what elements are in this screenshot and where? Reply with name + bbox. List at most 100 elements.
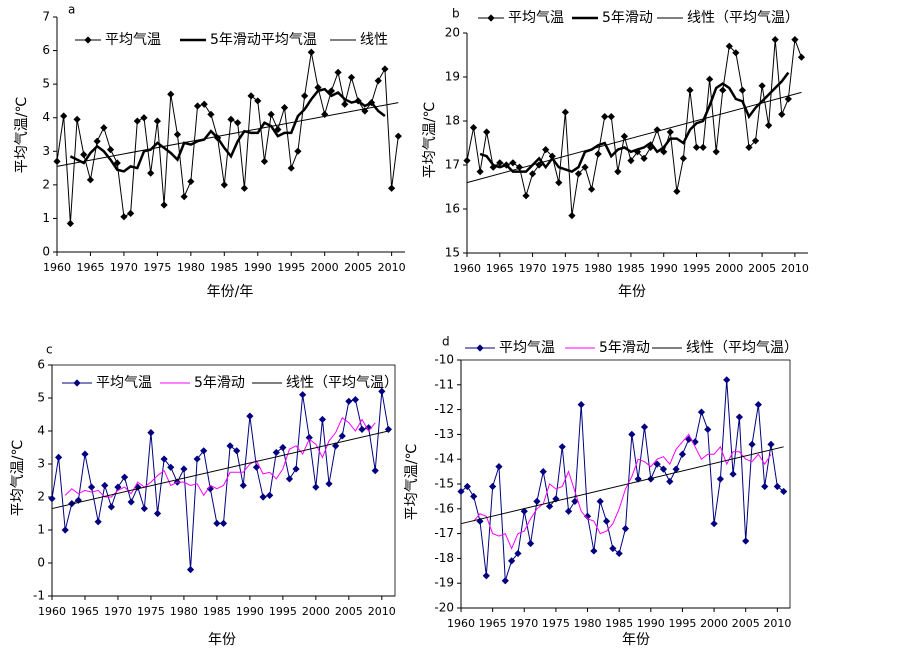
data-point xyxy=(748,440,756,448)
data-point xyxy=(558,443,566,451)
data-point xyxy=(483,128,491,136)
data-point xyxy=(259,493,267,501)
data-point xyxy=(294,147,302,155)
legend-label: 平均气温 xyxy=(499,340,555,356)
data-point xyxy=(725,42,733,50)
data-point xyxy=(219,519,228,527)
y-tick-label: 5 xyxy=(42,77,50,91)
data-point xyxy=(279,443,287,452)
data-point xyxy=(561,108,569,116)
data-point xyxy=(758,82,766,90)
x-tick-label: 2010 xyxy=(378,261,406,274)
x-tick-label: 2010 xyxy=(781,262,809,275)
x-tick-label: 1995 xyxy=(668,617,696,630)
data-point xyxy=(514,549,522,558)
data-point xyxy=(666,128,674,136)
data-point xyxy=(571,497,579,505)
data-point xyxy=(247,92,255,100)
data-point xyxy=(193,102,202,110)
series-line xyxy=(69,87,386,173)
data-point xyxy=(120,473,129,481)
data-point xyxy=(699,143,707,151)
x-tick-label: 1970 xyxy=(104,605,132,618)
data-point xyxy=(697,408,706,416)
data-point xyxy=(528,170,537,178)
y-tick-label: 1 xyxy=(37,523,45,537)
data-point xyxy=(673,187,681,195)
data-point xyxy=(778,110,786,118)
legend-label: 线性 xyxy=(360,32,388,48)
data-point xyxy=(254,97,262,105)
data-point xyxy=(723,376,731,384)
data-point xyxy=(470,492,478,500)
series-line xyxy=(460,379,784,581)
x-tick-label: 2005 xyxy=(344,261,372,274)
data-point xyxy=(292,465,300,473)
data-point xyxy=(545,502,554,510)
x-tick-label: 1985 xyxy=(617,262,645,275)
x-tick-label: 1970 xyxy=(510,617,538,630)
data-point xyxy=(361,107,369,115)
data-point xyxy=(81,450,89,458)
data-point xyxy=(659,465,668,473)
data-point xyxy=(200,100,208,108)
series-line xyxy=(479,71,790,173)
legend-label: 平均气温 xyxy=(508,10,564,26)
data-point xyxy=(767,440,775,448)
data-point xyxy=(457,487,465,496)
data-point xyxy=(94,518,102,526)
y-tick-label: 6 xyxy=(37,358,45,372)
data-point xyxy=(647,475,655,483)
legend-label: 5年滑动平均气温 xyxy=(210,31,317,48)
legend-marker xyxy=(73,379,81,387)
x-tick-label: 2010 xyxy=(763,617,791,630)
y-axis-label: 平均气温/℃ xyxy=(404,444,420,520)
data-point xyxy=(742,537,750,545)
data-point xyxy=(601,113,609,121)
y-tick-label: -20 xyxy=(434,601,454,615)
y-tick-label: 20 xyxy=(445,26,460,40)
data-point xyxy=(482,572,490,580)
data-point xyxy=(327,87,335,95)
data-point xyxy=(287,164,295,172)
data-point xyxy=(596,497,604,505)
x-tick-label: 1960 xyxy=(38,605,66,618)
legend-label: 5年滑动 xyxy=(602,9,653,26)
data-point xyxy=(522,192,530,200)
data-point xyxy=(577,401,585,409)
data-point xyxy=(227,115,235,123)
data-point xyxy=(710,520,718,528)
panel-letter: c xyxy=(46,343,53,357)
data-point xyxy=(220,181,228,189)
data-point xyxy=(706,75,714,83)
data-point xyxy=(548,152,556,160)
y-tick-label: -19 xyxy=(434,576,454,590)
data-point xyxy=(246,412,254,420)
data-point xyxy=(332,442,340,450)
data-point xyxy=(167,463,175,471)
data-point xyxy=(469,124,478,132)
data-point xyxy=(180,465,188,473)
data-point xyxy=(147,169,155,177)
data-point xyxy=(542,146,550,154)
data-point xyxy=(312,483,320,491)
y-tick-label: -11 xyxy=(434,377,454,391)
data-point xyxy=(325,480,333,488)
y-tick-label: -17 xyxy=(434,526,454,540)
data-point xyxy=(260,157,269,165)
data-point xyxy=(509,159,517,167)
data-point xyxy=(496,159,504,167)
data-point xyxy=(133,117,141,125)
data-point xyxy=(568,212,576,220)
data-point xyxy=(394,132,402,140)
data-point xyxy=(587,185,596,193)
data-point xyxy=(206,485,214,493)
data-point xyxy=(347,73,356,82)
data-point xyxy=(738,86,747,94)
x-tick-label: 1990 xyxy=(637,617,665,630)
data-point xyxy=(732,49,740,57)
data-point xyxy=(574,170,583,178)
data-point xyxy=(93,137,101,145)
data-point xyxy=(634,475,642,483)
